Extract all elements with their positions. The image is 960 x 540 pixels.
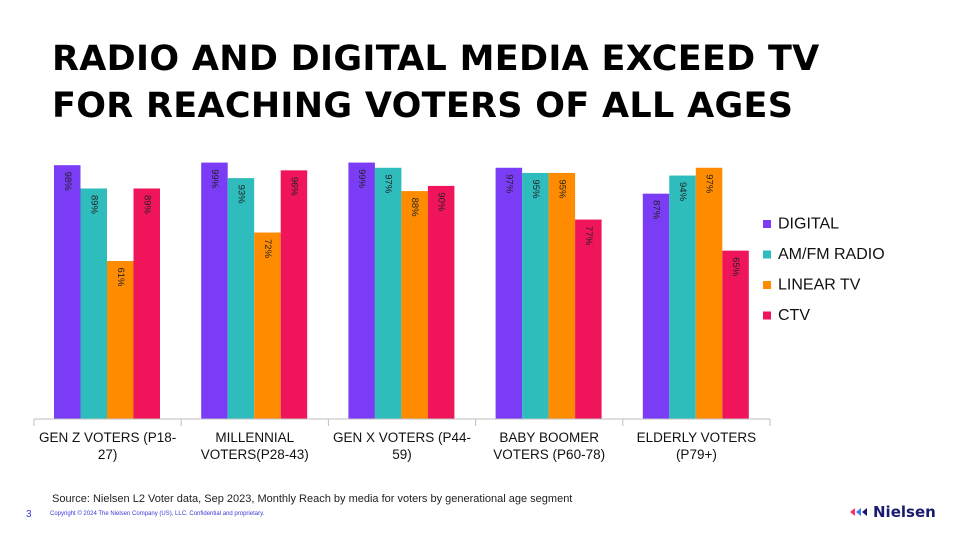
- category-label-2-1: 59): [392, 447, 412, 462]
- page-number: 3: [26, 509, 32, 520]
- bar-0-0: [54, 165, 81, 419]
- legend-swatch-2: [763, 281, 771, 289]
- data-label-0-0: 98%: [62, 172, 73, 192]
- data-label-3-2: 90%: [436, 192, 447, 212]
- data-label-3-4: 65%: [730, 257, 741, 277]
- category-label-4-0: ELDERLY VOTERS: [637, 430, 757, 445]
- category-label-0-0: GEN Z VOTERS (P18-: [39, 430, 176, 445]
- legend-swatch-0: [763, 220, 771, 228]
- category-label-2-0: GEN X VOTERS (P44-: [333, 430, 471, 445]
- bar-2-1: [254, 232, 281, 419]
- source-note: Source: Nielsen L2 Voter data, Sep 2023,…: [52, 493, 573, 505]
- category-label-0-1: 27): [98, 447, 118, 462]
- category-label-1-1: VOTERS(P28-43): [201, 447, 309, 462]
- data-label-2-3: 95%: [556, 179, 567, 199]
- data-label-1-3: 95%: [530, 179, 541, 199]
- bar-1-2: [374, 167, 402, 419]
- data-label-1-0: 89%: [88, 195, 99, 215]
- data-label-3-0: 89%: [141, 195, 152, 215]
- bar-2-0: [107, 261, 134, 419]
- title-line-2: FOR REACHING VOTERS OF ALL AGES: [52, 86, 794, 126]
- data-label-2-2: 88%: [409, 198, 420, 218]
- nielsen-logo-icon: [850, 508, 867, 516]
- bar-0-2: [348, 162, 375, 419]
- data-label-3-1: 96%: [288, 177, 299, 197]
- category-label-4-1: (P79+): [676, 447, 717, 462]
- legend-label-3: CTV: [778, 307, 810, 324]
- bar-0-4: [642, 193, 670, 419]
- bar-3-2: [427, 185, 455, 419]
- bar-1-4: [669, 175, 696, 419]
- category-label-3-1: VOTERS (P60-78): [493, 447, 605, 462]
- legend-label-0: DIGITAL: [778, 216, 839, 233]
- bar-2-3: [548, 172, 576, 419]
- data-label-2-4: 97%: [704, 174, 715, 194]
- data-label-3-3: 77%: [583, 226, 594, 246]
- data-label-1-4: 94%: [677, 182, 688, 202]
- slide-title: RADIO AND DIGITAL MEDIA EXCEED TV FOR RE…: [52, 36, 820, 130]
- legend-swatch-3: [763, 311, 771, 320]
- category-label-3-0: BABY BOOMER: [499, 430, 599, 445]
- data-label-2-1: 72%: [262, 239, 273, 259]
- bar-1-3: [522, 172, 549, 419]
- copyright-notice: Copyright © 2024 The Nielsen Company (US…: [50, 511, 265, 517]
- title-line-1: RADIO AND DIGITAL MEDIA EXCEED TV: [52, 39, 820, 79]
- bar-1-0: [80, 188, 107, 419]
- data-label-0-1: 99%: [209, 169, 220, 189]
- bar-3-0: [133, 188, 160, 419]
- logo-text: Nielsen: [873, 503, 936, 521]
- legend-swatch-1: [763, 250, 771, 259]
- bar-2-4: [695, 167, 723, 419]
- data-label-0-3: 97%: [503, 174, 514, 194]
- data-label-0-2: 99%: [356, 169, 367, 189]
- bar-1-1: [227, 178, 255, 419]
- bar-0-1: [201, 162, 228, 419]
- bar-3-3: [575, 219, 602, 419]
- bar-3-4: [722, 250, 749, 419]
- bar-2-2: [401, 191, 428, 419]
- data-label-0-4: 87%: [651, 200, 662, 220]
- legend-label-1: AM/FM RADIO: [778, 246, 885, 263]
- data-label-1-2: 97%: [383, 174, 394, 194]
- nielsen-logo: Nielsen: [848, 503, 936, 521]
- bar-0-3: [495, 167, 523, 419]
- bar-3-1: [280, 170, 308, 419]
- data-label-2-0: 61%: [115, 268, 126, 288]
- data-label-1-1: 93%: [235, 185, 246, 205]
- category-label-1-0: MILLENNIAL: [215, 430, 294, 445]
- legend-label-2: LINEAR TV: [778, 277, 861, 294]
